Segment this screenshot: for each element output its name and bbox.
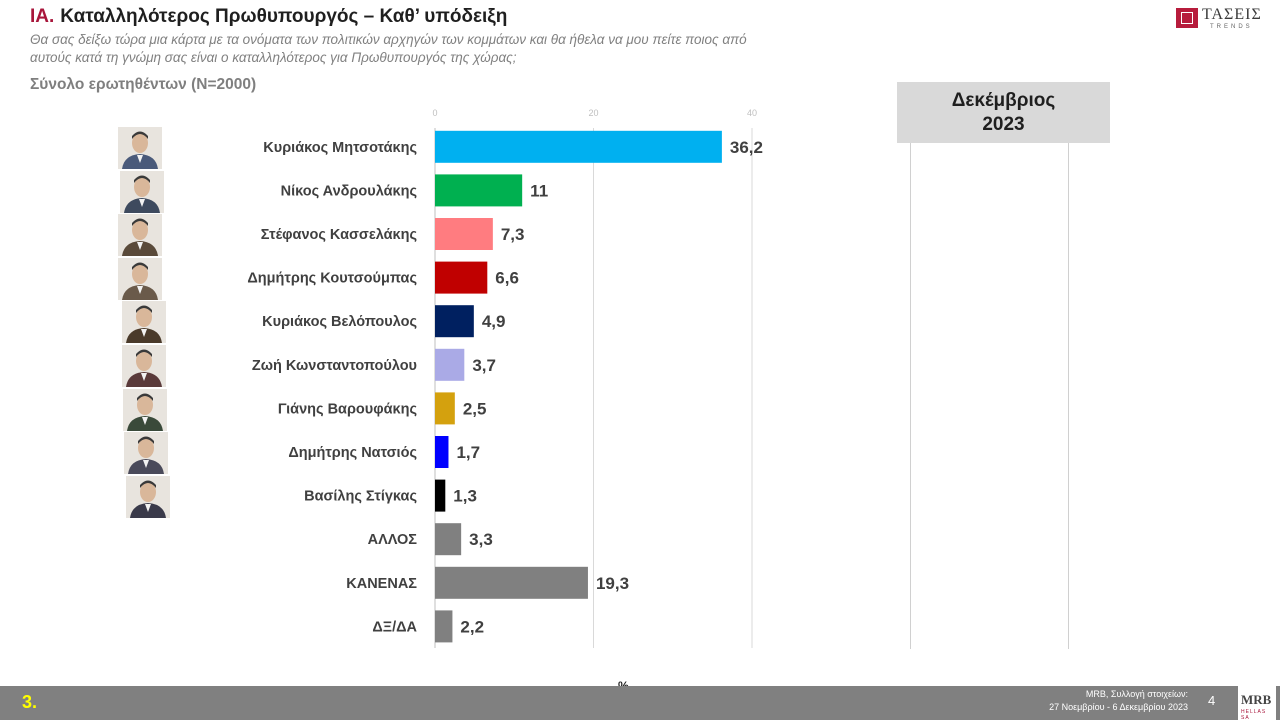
source-note: MRB, Συλλογή στοιχείων: 27 Νοεμβρίου - 6…	[1049, 688, 1188, 714]
x-tick-label: 20	[588, 108, 598, 118]
person-icon	[118, 214, 162, 257]
category-label: Βασίλης Στίγκας	[304, 489, 417, 505]
leader-photo	[123, 388, 167, 431]
leader-photo	[124, 432, 168, 475]
bar-chart: 0 20 40 Κυριάκος Μητσοτάκης 36,2 Νίκος Ανδρου…	[247, 108, 763, 648]
title-block: ΙΑ. Καταλληλότερος Πρωθυπουργός – Καθ’ υπ…	[30, 6, 507, 28]
bar	[435, 261, 488, 294]
person-icon	[122, 301, 166, 344]
bar	[435, 479, 446, 512]
leader-photo	[122, 301, 166, 344]
mrb-logo: MRB HELLAS SA	[1238, 686, 1276, 721]
title-prefix: ΙΑ.	[30, 6, 55, 27]
data-label: 2,5	[463, 399, 487, 418]
x-tick-label: 40	[747, 108, 757, 118]
period-column-left-line	[910, 143, 911, 649]
title-text: Καταλληλότερος Πρωθυπουργός – Καθ’ υπόδε…	[60, 6, 508, 27]
mrb-logo-text: MRB	[1241, 692, 1272, 707]
brand-mark-icon	[1176, 8, 1198, 28]
leader-photo	[120, 170, 164, 213]
period-column-right-line	[1068, 143, 1069, 649]
person-icon	[123, 388, 167, 431]
brand-sub: TRENDS	[1210, 24, 1253, 30]
category-label: Γιάνης Βαρουφάκης	[278, 401, 417, 417]
leader-photo	[118, 127, 162, 169]
category-label: ΑΛΛΟΣ	[368, 532, 418, 548]
person-icon	[126, 475, 170, 518]
person-icon	[118, 257, 162, 300]
person-icon	[122, 345, 166, 387]
category-label: ΚΑΝΕΝΑΣ	[346, 576, 417, 592]
data-label: 11	[530, 181, 548, 200]
slide-label: 3.	[22, 692, 38, 712]
bar	[435, 523, 462, 556]
category-label: Νίκος Ανδρουλάκης	[281, 183, 417, 199]
x-tick-label: 0	[432, 108, 437, 118]
data-label: 36,2	[730, 138, 763, 157]
bar	[435, 610, 453, 643]
period-year: 2023	[982, 114, 1025, 135]
page-title: ΙΑ. Καταλληλότερος Πρωθυπουργός – Καθ’ υπ…	[30, 6, 507, 28]
category-label: Κυριάκος Μητσοτάκης	[263, 140, 417, 156]
category-label: Δημήτρης Κουτσούμπας	[247, 271, 417, 287]
brand-name: ΤΑΣΕΙΣ	[1202, 6, 1262, 23]
person-icon	[120, 170, 164, 213]
person-icon	[124, 432, 168, 475]
data-label: 6,6	[495, 269, 519, 288]
leader-photo	[126, 475, 170, 518]
bar	[435, 566, 588, 599]
leader-photo	[118, 214, 162, 257]
brand-logo: ΤΑΣΕΙΣ TRENDS	[1176, 6, 1266, 32]
mrb-logo-sub: HELLAS SA	[1241, 709, 1267, 721]
leader-photo	[122, 345, 166, 387]
bar	[435, 436, 449, 468]
data-label: 19,3	[596, 574, 629, 593]
category-label: Στέφανος Κασσελάκης	[261, 227, 417, 243]
bar	[435, 218, 493, 250]
data-label: 1,7	[456, 443, 480, 462]
bar	[435, 392, 455, 425]
question-text: Θα σας δείξω τώρα μια κάρτα με τα ονόματ…	[30, 32, 747, 65]
data-label: 3,3	[469, 530, 493, 549]
bar	[435, 305, 474, 338]
footer-bar: 3. MRB, Συλλογή στοιχείων: 27 Νοεμβρίου …	[0, 686, 1280, 721]
data-label: 4,9	[482, 312, 506, 331]
category-label: ΔΞ/ΔΑ	[372, 619, 417, 635]
category-label: Κυριάκος Βελόπουλος	[262, 314, 417, 330]
bar	[435, 130, 722, 163]
source-line-2: 27 Νοεμβρίου - 6 Δεκεμβρίου 2023	[1049, 702, 1188, 712]
data-label: 7,3	[501, 225, 525, 244]
bar	[435, 348, 465, 381]
person-icon	[118, 127, 162, 169]
category-label: Δημήτρης Νατσιός	[288, 445, 417, 461]
data-label: 1,3	[453, 487, 477, 506]
data-label: 2,2	[460, 617, 484, 636]
page-number: 4	[1208, 693, 1216, 708]
category-label: Ζωή Κωνσταντοπούλου	[252, 358, 417, 374]
bar	[435, 174, 523, 207]
leader-photo	[118, 257, 162, 300]
period-month: Δεκέμβριος	[951, 90, 1056, 111]
period-box: Δεκέμβριος 2023	[897, 82, 1110, 143]
sample-base: Σύνολο ερωτηθέντων (N=2000)	[30, 76, 257, 93]
data-label: 3,7	[472, 356, 496, 375]
source-line-1: MRB, Συλλογή στοιχείων:	[1085, 689, 1188, 699]
